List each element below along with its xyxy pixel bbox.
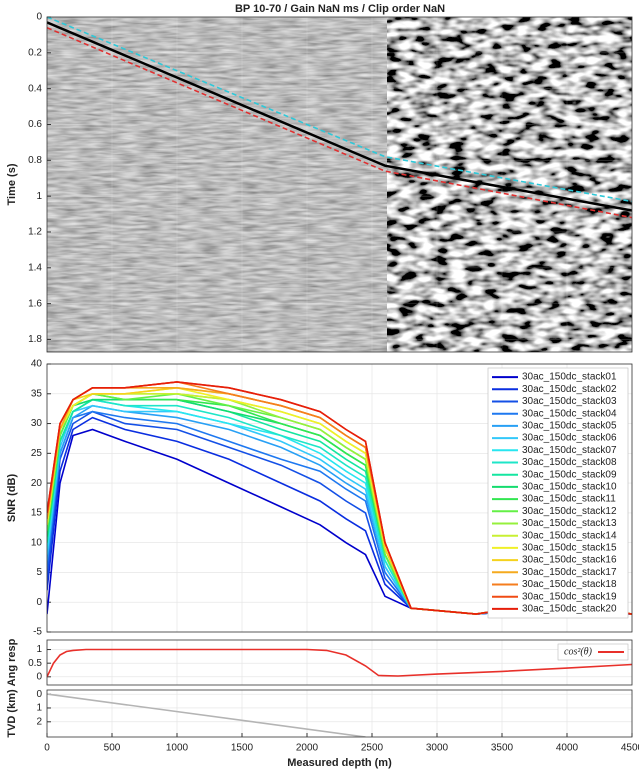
y-tick-label: 1.2 xyxy=(28,227,42,238)
legend-label: 30ac_150dc_stack06 xyxy=(522,433,617,444)
y-axis-label: Time (s) xyxy=(6,163,18,205)
series-line xyxy=(47,26,632,219)
y-tick-label: 0 xyxy=(36,689,42,700)
legend-box xyxy=(557,643,629,661)
legend-label: 30ac_150dc_stack15 xyxy=(522,543,617,554)
x-tick-label: 0 xyxy=(44,743,50,754)
legend-label: 30ac_150dc_stack03 xyxy=(522,396,617,407)
plot-area xyxy=(47,690,632,737)
series-line xyxy=(47,381,632,615)
y-tick-label: 1.4 xyxy=(28,262,42,273)
y-tick-label: 40 xyxy=(31,359,43,370)
legend-label: 30ac_150dc_stack04 xyxy=(522,408,617,419)
legend-label: 30ac_150dc_stack20 xyxy=(522,604,617,615)
series-group xyxy=(47,693,366,737)
legend-label: 30ac_150dc_stack08 xyxy=(522,457,617,468)
seismic-image xyxy=(387,17,632,352)
series-group xyxy=(47,381,632,615)
legend-label: 30ac_150dc_stack02 xyxy=(522,384,617,395)
legend-label: 30ac_150dc_stack13 xyxy=(522,518,617,529)
y-tick-label: 0.4 xyxy=(28,83,42,94)
y-axis-label: SNR (dB) xyxy=(6,474,18,523)
y-tick-label: 30 xyxy=(31,418,43,429)
y-tick-label: 0.6 xyxy=(28,119,42,130)
legend-label: cos²(θ) xyxy=(564,646,593,657)
x-tick-label: 3000 xyxy=(426,743,449,754)
plot-frame xyxy=(46,639,633,686)
x-axis-label: Measured depth (m) xyxy=(287,757,392,769)
legend-box xyxy=(487,367,629,619)
legend-label: 30ac_150dc_stack01 xyxy=(522,372,617,383)
y-tick-label: 35 xyxy=(31,388,43,399)
plot-frame xyxy=(46,16,633,353)
y-tick-label: 5 xyxy=(36,567,42,578)
legend-label: 30ac_150dc_stack17 xyxy=(522,567,617,578)
series-group xyxy=(47,17,632,219)
y-tick-label: 1.6 xyxy=(28,298,42,309)
y-tick-label: 1 xyxy=(36,703,42,714)
series-line xyxy=(47,21,632,212)
x-tick-label: 2500 xyxy=(361,743,384,754)
y-tick-label: 25 xyxy=(31,448,43,459)
plot-frame xyxy=(46,363,633,633)
legend-label: 30ac_150dc_stack12 xyxy=(522,506,617,517)
series-group xyxy=(47,648,632,678)
y-tick-label: 0.5 xyxy=(28,658,42,669)
y-tick-label: 20 xyxy=(31,478,43,489)
legend-label: 30ac_150dc_stack05 xyxy=(522,421,617,432)
y-tick-label: 10 xyxy=(31,537,43,548)
x-tick-label: 1000 xyxy=(166,743,189,754)
legend-label: 30ac_150dc_stack07 xyxy=(522,445,617,456)
y-tick-label: 0 xyxy=(36,12,42,23)
plot-frame xyxy=(46,689,633,738)
y-tick-label: -5 xyxy=(33,627,42,638)
x-tick-label: 4000 xyxy=(556,743,579,754)
x-tick-label: 4500 xyxy=(621,743,639,754)
x-tick-label: 1500 xyxy=(231,743,254,754)
y-tick-label: 2 xyxy=(36,716,42,727)
series-line xyxy=(47,17,632,203)
y-tick-label: 1.8 xyxy=(28,334,42,345)
chart-title: BP 10-70 / Gain NaN ms / Clip order NaN xyxy=(235,3,445,15)
y-axis-label: TVD (km) xyxy=(6,689,18,738)
y-tick-label: 15 xyxy=(31,508,43,519)
y-tick-label: 0.8 xyxy=(28,155,42,166)
legend-label: 30ac_150dc_stack16 xyxy=(522,555,617,566)
plot-area xyxy=(47,640,632,685)
x-tick-label: 500 xyxy=(104,743,121,754)
legend-label: 30ac_150dc_stack14 xyxy=(522,530,617,541)
seismic-image xyxy=(47,17,387,352)
y-tick-label: 1 xyxy=(36,644,42,655)
y-axis-label: Ang resp xyxy=(6,638,18,686)
legend-label: 30ac_150dc_stack18 xyxy=(522,579,617,590)
legend-label: 30ac_150dc_stack09 xyxy=(522,469,617,480)
legend-label: 30ac_150dc_stack10 xyxy=(522,482,617,493)
x-tick-label: 3500 xyxy=(491,743,514,754)
series-line xyxy=(47,693,366,737)
legend-label: 30ac_150dc_stack19 xyxy=(522,591,617,602)
series-line xyxy=(47,648,632,678)
legend-label: 30ac_150dc_stack11 xyxy=(522,494,616,505)
y-tick-label: 0.2 xyxy=(28,47,42,58)
x-tick-label: 2000 xyxy=(296,743,319,754)
y-tick-label: 0 xyxy=(36,597,42,608)
y-tick-label: 0 xyxy=(36,671,42,682)
y-tick-label: 1 xyxy=(36,191,42,202)
